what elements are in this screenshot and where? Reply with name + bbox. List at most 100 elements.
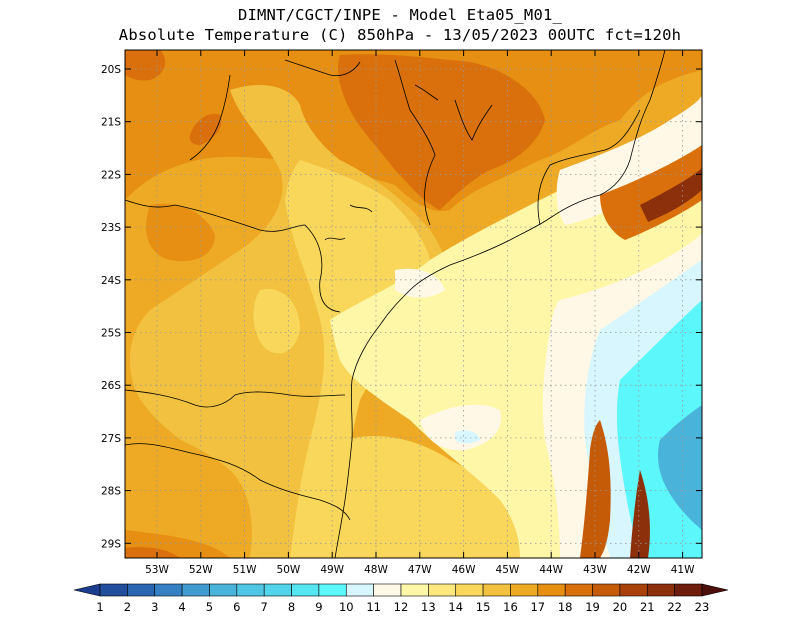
map-title-line2: Absolute Temperature (C) 850hPa - 13/05/…	[118, 26, 682, 44]
colorbar-swatch	[127, 583, 156, 597]
colorbar-label: 13	[421, 600, 436, 614]
lat-label: 26S	[101, 380, 121, 392]
colorbar-label: 2	[124, 600, 131, 614]
field-cream-offshore-patch	[420, 404, 501, 451]
lat-label: 24S	[101, 275, 121, 287]
colorbar-label: 4	[178, 600, 185, 614]
colorbar-swatch	[291, 583, 320, 597]
colorbar-swatch	[181, 583, 210, 597]
field-hot-core-northeast	[338, 54, 545, 210]
field-cream-east-streak	[556, 95, 702, 225]
colorbar-swatch	[537, 583, 566, 597]
field-ocean-yellow-south	[330, 436, 545, 558]
field-warm-ocean-streak	[580, 420, 611, 558]
lat-label: 27S	[101, 433, 121, 445]
colorbar-label: 22	[667, 600, 682, 614]
colorbar-label: 17	[530, 600, 545, 614]
colorbar-swatch	[455, 583, 484, 597]
colorbar-label: 18	[558, 600, 573, 614]
field-cream-coastal-patch	[395, 268, 445, 298]
colorbar-swatch	[373, 583, 402, 597]
field-hot-southwest-corner	[125, 547, 180, 558]
colorbar-label: 21	[640, 600, 655, 614]
colorbar-label: 15	[476, 600, 491, 614]
colorbar-swatch	[592, 583, 621, 597]
river-outline-1	[324, 237, 346, 241]
state-border-parana-santa-catarina	[125, 389, 346, 408]
field-amber-southwest	[125, 420, 252, 558]
colorbar-swatch	[619, 583, 648, 597]
colorbar-swatch	[154, 583, 183, 597]
field-dark-ocean-streak	[630, 470, 650, 558]
lon-label: 44W	[539, 564, 563, 576]
colorbar-swatch	[646, 583, 675, 597]
map-frame	[124, 49, 703, 559]
colorbar: 1 2 3 4 5 6 7 8 9 10 11 12 13 14 15 16 17 18 19 20 21 22 23	[73, 583, 729, 614]
lat-label: 22S	[101, 169, 121, 181]
colorbar-swatch	[482, 583, 511, 597]
colorbar-swatch	[345, 583, 374, 597]
colorbar-swatch	[99, 583, 128, 597]
lon-label: 52W	[189, 564, 213, 576]
lon-label: 49W	[320, 564, 344, 576]
colorbar-swatch	[400, 583, 429, 597]
colorbar-label: 19	[585, 600, 600, 614]
colorbar-label: 6	[233, 600, 240, 614]
lat-label: 23S	[101, 222, 121, 234]
colorbar-label: 14	[448, 600, 463, 614]
lon-label: 41W	[671, 564, 695, 576]
river-outline-3	[414, 84, 439, 101]
grid-lines	[125, 50, 702, 558]
axis-ticks: 20S 21S 22S 23S 24S 25S 26S 27S 28S 29S 53W 52W 51W 5…	[101, 50, 702, 576]
colorbar-arrow-low	[73, 583, 101, 597]
field-light-cyan-patch	[455, 430, 480, 444]
lon-label: 53W	[145, 564, 169, 576]
lon-label: 48W	[364, 564, 388, 576]
lon-label: 42W	[627, 564, 651, 576]
colorbar-swatch	[263, 583, 292, 597]
colorbar-label: 11	[366, 600, 381, 614]
borders	[125, 50, 666, 558]
colorbar-swatch	[674, 583, 703, 597]
colorbar-swatch	[318, 583, 347, 597]
river-outline-2	[349, 204, 373, 213]
field-darkest-east-streak	[640, 168, 702, 222]
state-border-santa-catarina-rio-grande	[125, 443, 351, 521]
lon-label: 45W	[496, 564, 520, 576]
lat-label: 21S	[101, 117, 121, 129]
colorbar-label: 23	[695, 600, 710, 614]
lat-label: 28S	[101, 486, 121, 498]
colorbar-label: 9	[315, 600, 322, 614]
colorbar-label: 20	[613, 600, 628, 614]
state-border-north	[284, 59, 361, 77]
state-border-sao-paulo-minas	[394, 59, 436, 226]
state-border-rio-minas	[537, 109, 641, 226]
lat-label: 20S	[101, 64, 121, 76]
state-border-parana-north	[125, 199, 341, 313]
colorbar-label: 16	[503, 600, 518, 614]
field-hot-east-streak	[600, 145, 702, 240]
colorbar-swatch	[564, 583, 593, 597]
field-hot-core-west	[189, 113, 222, 145]
colorbar-label: 10	[339, 600, 354, 614]
colorbar-swatch	[510, 583, 539, 597]
river-west	[189, 74, 231, 161]
lon-label: 43W	[583, 564, 607, 576]
field-blue-core	[657, 405, 702, 530]
colorbar-swatch	[209, 583, 238, 597]
lat-label: 29S	[101, 538, 121, 550]
field-warm-pocket-west	[146, 203, 215, 262]
colorbar-label: 1	[96, 600, 103, 614]
colorbar-label: 8	[288, 600, 295, 614]
colorbar-swatch	[428, 583, 457, 597]
colorbar-arrow-high	[701, 583, 729, 597]
colorbar-swatch	[236, 583, 265, 597]
lon-label: 50W	[277, 564, 301, 576]
coastline	[334, 50, 666, 558]
reservoir-outline	[454, 99, 493, 141]
lon-label: 51W	[233, 564, 257, 576]
colorbar-label: 12	[394, 600, 409, 614]
colorbar-label: 5	[206, 600, 213, 614]
temperature-field	[125, 50, 702, 558]
